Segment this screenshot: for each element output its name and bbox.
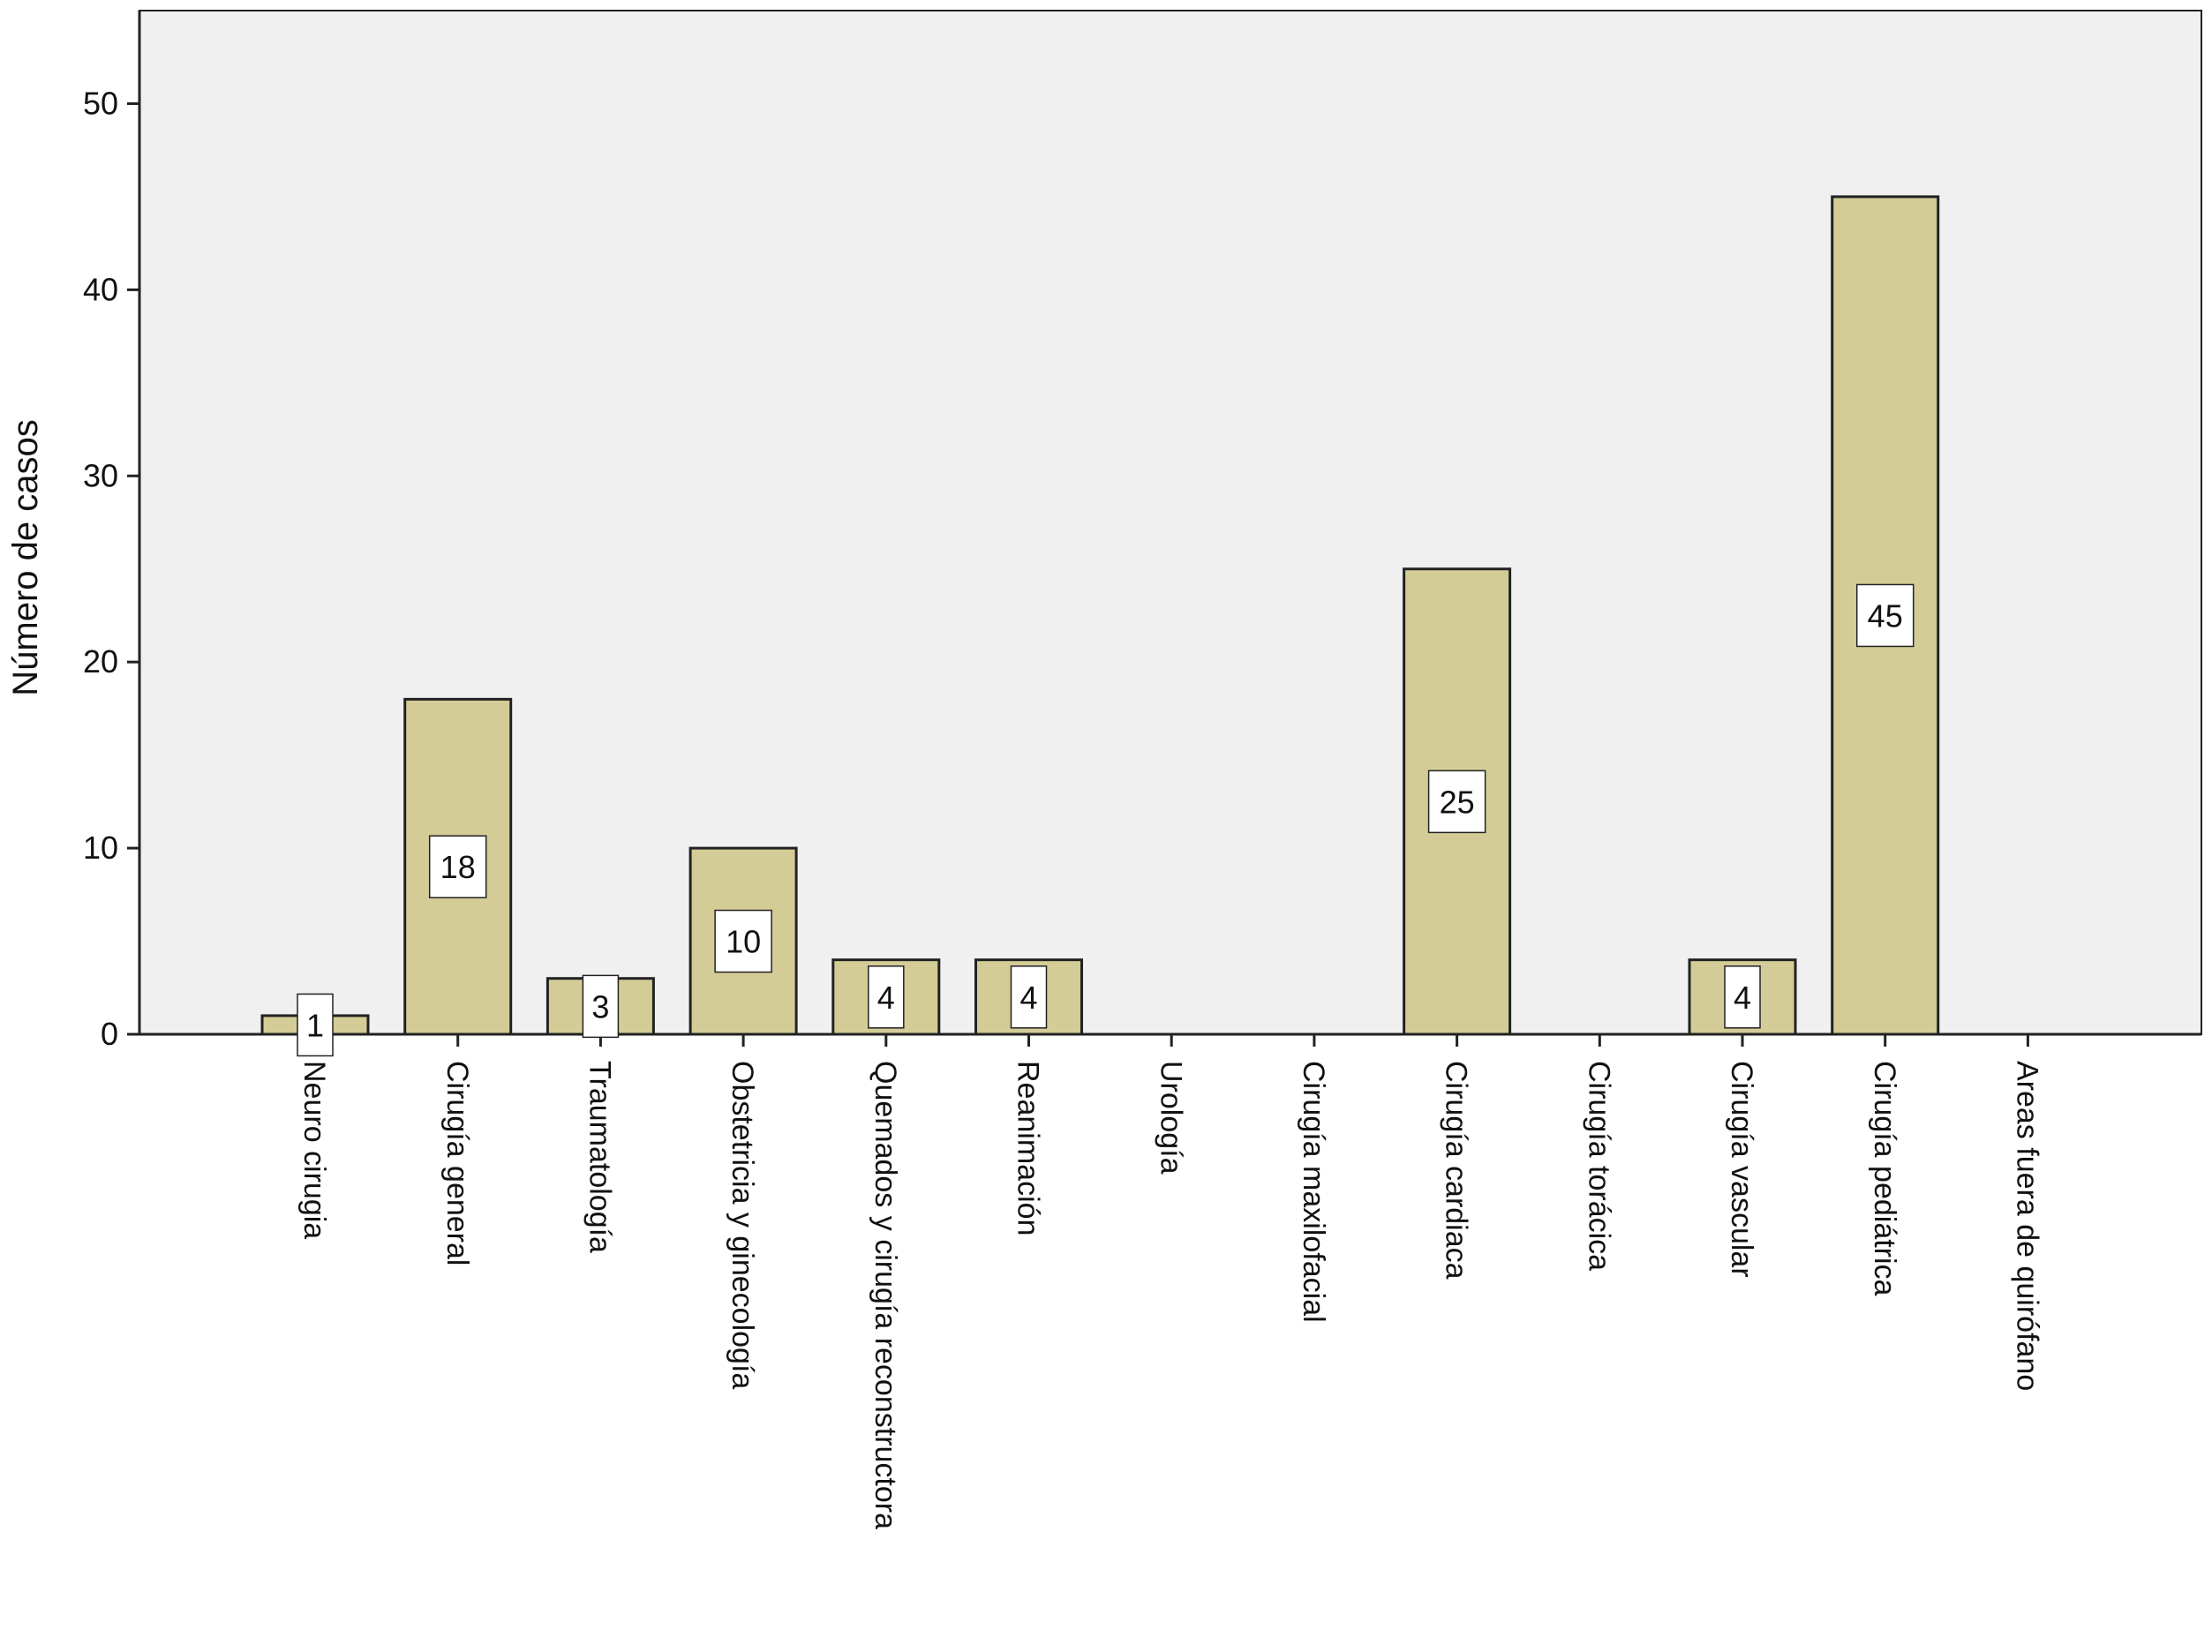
- data-label-box: [714, 909, 772, 973]
- data-label: 1: [306, 1007, 324, 1043]
- x-category-label: Urología: [1154, 1061, 1187, 1175]
- x-category-label: Neuro cirugia: [297, 1061, 331, 1239]
- data-label: 18: [440, 849, 476, 885]
- x-category-label: Cirugía vascular: [1725, 1061, 1758, 1278]
- y-tick-label: 0: [101, 1016, 118, 1052]
- y-tick-label: 50: [83, 85, 118, 121]
- data-label: 10: [726, 924, 761, 960]
- x-category-label: Obstetricia y ginecología: [726, 1061, 759, 1389]
- x-category-label: Cirugía pediátrica: [1868, 1061, 1901, 1296]
- x-category-label: Reanimación: [1012, 1061, 1045, 1235]
- data-label: 25: [1440, 784, 1475, 820]
- data-label: 4: [1734, 980, 1751, 1016]
- x-category-label: Quemados y cirugía reconstructora: [869, 1061, 902, 1529]
- x-category-label: Cirugía maxilofacial: [1297, 1061, 1330, 1323]
- data-label-box: [1724, 965, 1761, 1029]
- x-category-label: Cirugía cardiaca: [1440, 1061, 1473, 1280]
- data-label-box: [1855, 583, 1915, 648]
- axes-layer: 0 10 20 30 40 50 Neuro cirugia Cirugía general T…: [83, 11, 2201, 1529]
- data-label: 3: [591, 988, 609, 1025]
- data-label-box: [582, 974, 620, 1039]
- data-label: 4: [1019, 980, 1037, 1016]
- x-category-label: Areas fuera de quirófano: [2011, 1061, 2044, 1391]
- data-label-box: [428, 835, 487, 898]
- data-label: 45: [1868, 597, 1903, 634]
- y-axis-title: Número de casos: [6, 419, 45, 695]
- y-tick-label: 20: [83, 643, 118, 680]
- data-label-box: [297, 993, 334, 1057]
- y-tick-label: 10: [83, 830, 118, 866]
- x-category-label: Cirugía torácica: [1582, 1061, 1615, 1271]
- data-label-box: [1427, 770, 1486, 834]
- x-category-label: Traumatología: [583, 1061, 617, 1253]
- data-labels-layer: 1 18 3 10 4 4 25 4 45: [297, 583, 1915, 1057]
- data-label-box: [1010, 965, 1048, 1029]
- y-tick-label: 40: [83, 271, 118, 307]
- data-label-box: [868, 965, 905, 1029]
- data-label: 4: [877, 980, 895, 1016]
- x-category-label: Cirugía general: [440, 1061, 474, 1265]
- y-tick-label: 30: [83, 457, 118, 493]
